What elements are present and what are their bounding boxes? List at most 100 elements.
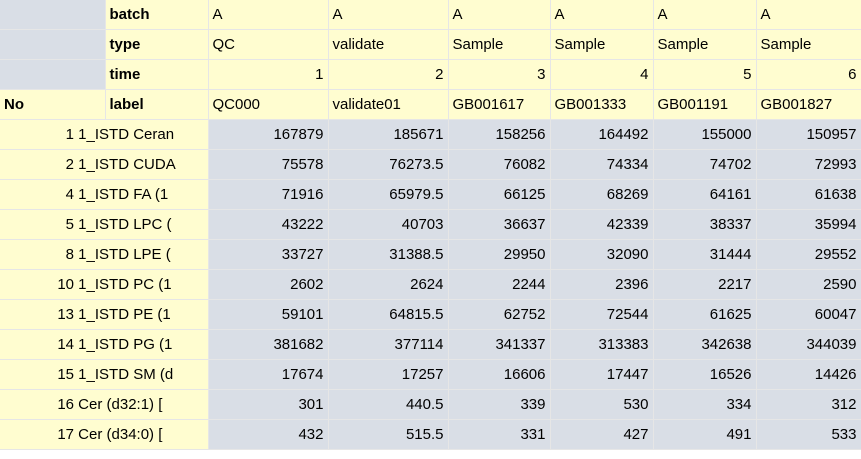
feature-cell[interactable]: 13 1_ISTD PE (1: [0, 299, 209, 330]
data-cell[interactable]: 491: [653, 419, 757, 450]
metadata-batch-cell[interactable]: A: [208, 0, 329, 30]
data-cell[interactable]: 440.5: [328, 389, 449, 420]
data-cell[interactable]: 36637: [448, 209, 551, 240]
metadata-type-cell[interactable]: Sample: [756, 29, 861, 60]
no-column-header[interactable]: No: [0, 89, 106, 120]
feature-cell[interactable]: 2 1_ISTD CUDA: [0, 149, 209, 180]
data-cell[interactable]: 2602: [208, 269, 329, 300]
metadata-label-cell[interactable]: GB001617: [448, 89, 551, 120]
data-cell[interactable]: 29950: [448, 239, 551, 270]
data-cell[interactable]: 72993: [756, 149, 861, 180]
data-cell[interactable]: 75578: [208, 149, 329, 180]
data-cell[interactable]: 17447: [550, 359, 654, 390]
metadata-batch-cell[interactable]: A: [448, 0, 551, 30]
data-cell[interactable]: 427: [550, 419, 654, 450]
data-cell[interactable]: 76273.5: [328, 149, 449, 180]
metadata-time-cell[interactable]: 5: [653, 59, 757, 90]
data-cell[interactable]: 59101: [208, 299, 329, 330]
metadata-time-cell[interactable]: 3: [448, 59, 551, 90]
data-cell[interactable]: 515.5: [328, 419, 449, 450]
data-cell[interactable]: 341337: [448, 329, 551, 360]
data-cell[interactable]: 533: [756, 419, 861, 450]
data-cell[interactable]: 312: [756, 389, 861, 420]
metadata-label-cell[interactable]: GB001827: [756, 89, 861, 120]
data-cell[interactable]: 61625: [653, 299, 757, 330]
data-cell[interactable]: 313383: [550, 329, 654, 360]
data-cell[interactable]: 72544: [550, 299, 654, 330]
data-cell[interactable]: 155000: [653, 119, 757, 150]
row-header-cell[interactable]: [0, 59, 106, 90]
metadata-time-cell[interactable]: 2: [328, 59, 449, 90]
data-cell[interactable]: 2217: [653, 269, 757, 300]
data-cell[interactable]: 432: [208, 419, 329, 450]
data-cell[interactable]: 66125: [448, 179, 551, 210]
data-cell[interactable]: 2590: [756, 269, 861, 300]
metadata-batch-cell[interactable]: A: [550, 0, 654, 30]
data-cell[interactable]: 62752: [448, 299, 551, 330]
data-cell[interactable]: 68269: [550, 179, 654, 210]
metadata-batch-cell[interactable]: A: [328, 0, 449, 30]
metadata-type-cell[interactable]: QC: [208, 29, 329, 60]
data-cell[interactable]: 74334: [550, 149, 654, 180]
data-cell[interactable]: 33727: [208, 239, 329, 270]
data-cell[interactable]: 60047: [756, 299, 861, 330]
data-cell[interactable]: 31444: [653, 239, 757, 270]
metadata-time-cell[interactable]: 1: [208, 59, 329, 90]
metadata-label-cell[interactable]: GB001333: [550, 89, 654, 120]
metadata-label-batch[interactable]: batch: [105, 0, 209, 30]
feature-cell[interactable]: 4 1_ISTD FA (1: [0, 179, 209, 210]
data-cell[interactable]: 32090: [550, 239, 654, 270]
metadata-type-cell[interactable]: Sample: [550, 29, 654, 60]
metadata-type-cell[interactable]: Sample: [653, 29, 757, 60]
metadata-type-cell[interactable]: validate: [328, 29, 449, 60]
data-cell[interactable]: 29552: [756, 239, 861, 270]
data-cell[interactable]: 64161: [653, 179, 757, 210]
metadata-label-cell[interactable]: GB001191: [653, 89, 757, 120]
feature-cell[interactable]: 8 1_ISTD LPE (: [0, 239, 209, 270]
metadata-label-label[interactable]: label: [105, 89, 209, 120]
data-cell[interactable]: 35994: [756, 209, 861, 240]
data-cell[interactable]: 331: [448, 419, 551, 450]
data-cell[interactable]: 185671: [328, 119, 449, 150]
data-cell[interactable]: 344039: [756, 329, 861, 360]
data-cell[interactable]: 38337: [653, 209, 757, 240]
data-cell[interactable]: 342638: [653, 329, 757, 360]
feature-cell[interactable]: 1 1_ISTD Ceran: [0, 119, 209, 150]
feature-cell[interactable]: 17 Cer (d34:0) [: [0, 419, 209, 450]
feature-cell[interactable]: 5 1_ISTD LPC (: [0, 209, 209, 240]
metadata-label-cell[interactable]: QC000: [208, 89, 329, 120]
data-cell[interactable]: 16606: [448, 359, 551, 390]
data-cell[interactable]: 381682: [208, 329, 329, 360]
data-cell[interactable]: 71916: [208, 179, 329, 210]
data-cell[interactable]: 530: [550, 389, 654, 420]
data-cell[interactable]: 74702: [653, 149, 757, 180]
data-cell[interactable]: 158256: [448, 119, 551, 150]
data-cell[interactable]: 61638: [756, 179, 861, 210]
data-cell[interactable]: 16526: [653, 359, 757, 390]
metadata-time-cell[interactable]: 6: [756, 59, 861, 90]
feature-cell[interactable]: 16 Cer (d32:1) [: [0, 389, 209, 420]
data-cell[interactable]: 76082: [448, 149, 551, 180]
row-header-cell[interactable]: [0, 29, 106, 60]
metadata-type-cell[interactable]: Sample: [448, 29, 551, 60]
data-cell[interactable]: 42339: [550, 209, 654, 240]
data-cell[interactable]: 150957: [756, 119, 861, 150]
metadata-time-cell[interactable]: 4: [550, 59, 654, 90]
data-cell[interactable]: 339: [448, 389, 551, 420]
data-cell[interactable]: 164492: [550, 119, 654, 150]
data-cell[interactable]: 301: [208, 389, 329, 420]
metadata-label-time[interactable]: time: [105, 59, 209, 90]
metadata-batch-cell[interactable]: A: [756, 0, 861, 30]
data-cell[interactable]: 167879: [208, 119, 329, 150]
data-cell[interactable]: 64815.5: [328, 299, 449, 330]
data-cell[interactable]: 40703: [328, 209, 449, 240]
data-cell[interactable]: 65979.5: [328, 179, 449, 210]
data-cell[interactable]: 2244: [448, 269, 551, 300]
data-cell[interactable]: 14426: [756, 359, 861, 390]
data-cell[interactable]: 2624: [328, 269, 449, 300]
data-cell[interactable]: 17674: [208, 359, 329, 390]
data-cell[interactable]: 31388.5: [328, 239, 449, 270]
metadata-batch-cell[interactable]: A: [653, 0, 757, 30]
metadata-label-cell[interactable]: validate01: [328, 89, 449, 120]
metadata-label-type[interactable]: type: [105, 29, 209, 60]
